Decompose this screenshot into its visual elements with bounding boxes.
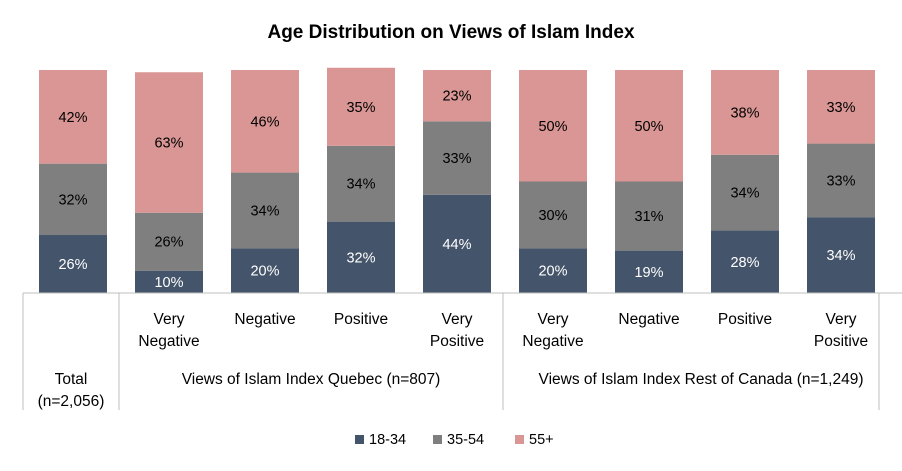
data-label-35-54-1: 26% <box>154 235 183 251</box>
chart-title: Age Distribution on Views of Islam Index <box>267 22 634 43</box>
data-label-18-34-6: 19% <box>634 265 663 281</box>
category-label-8: Positive <box>814 333 868 350</box>
data-label-55+-2: 46% <box>250 114 279 130</box>
bar-segment-55+-5 <box>519 70 587 182</box>
data-label-35-54-6: 31% <box>634 209 663 225</box>
data-label-35-54-4: 33% <box>442 151 471 167</box>
legend-label-35-54: 35-54 <box>447 432 484 448</box>
category-label-4: Positive <box>430 333 484 350</box>
bar-segment-18-34-7 <box>711 230 779 293</box>
data-label-35-54-2: 34% <box>250 203 279 219</box>
bar-segment-35-54-6 <box>615 181 683 251</box>
bar-segment-35-54-8 <box>807 143 875 218</box>
data-label-55+-5: 50% <box>538 119 567 135</box>
bar-segment-35-54-2 <box>231 172 299 249</box>
data-label-18-34-2: 20% <box>250 264 279 280</box>
data-label-35-54-7: 34% <box>730 186 759 202</box>
data-label-18-34-0: 26% <box>58 257 87 273</box>
category-label-1: Very <box>153 311 184 328</box>
bar-segment-18-34-5 <box>519 248 587 293</box>
bar-segment-55+-8 <box>807 70 875 144</box>
bar-segment-18-34-6 <box>615 250 683 293</box>
legend-swatch-35-54 <box>433 435 442 444</box>
data-label-55+-7: 38% <box>730 105 759 121</box>
legend: 18-34 35-54 55+ <box>355 432 554 448</box>
bar-segment-18-34-1 <box>135 270 203 293</box>
category-label-8: Very <box>825 311 856 328</box>
category-label-5: Negative <box>522 333 583 350</box>
bar-segment-35-54-0 <box>39 163 107 236</box>
category-label-7: Positive <box>718 311 772 328</box>
data-label-35-54-5: 30% <box>538 208 567 224</box>
bars-layer: 26% 32% 42% 10% 26% 63% 20% 34% 46% 32% 34% 35% 44% 3… <box>39 67 875 293</box>
bar-segment-18-34-0 <box>39 235 107 293</box>
category-label-3: Positive <box>334 311 388 328</box>
bar-segment-35-54-7 <box>711 154 779 231</box>
category-label-6: Negative <box>618 311 679 328</box>
data-label-55+-1: 63% <box>154 135 183 151</box>
category-label-5: Very <box>537 311 568 328</box>
data-label-18-34-3: 32% <box>346 250 375 266</box>
legend-label-55+: 55+ <box>529 432 554 448</box>
bar-segment-55+-4 <box>423 70 491 122</box>
data-label-55+-6: 50% <box>634 119 663 135</box>
bar-segment-35-54-1 <box>135 212 203 271</box>
bar-segment-55+-2 <box>231 70 299 173</box>
legend-label-18-34: 18-34 <box>369 432 406 448</box>
group-label-0: Total <box>55 371 88 388</box>
data-label-55+-4: 23% <box>442 89 471 105</box>
data-label-35-54-0: 32% <box>58 192 87 208</box>
legend-swatch-18-34 <box>355 435 364 444</box>
data-label-18-34-8: 34% <box>826 248 855 264</box>
data-label-55+-3: 35% <box>346 100 375 116</box>
category-label-4: Very <box>441 311 472 328</box>
category-label-1: Negative <box>138 333 199 350</box>
data-label-35-54-8: 33% <box>826 173 855 189</box>
category-label-2: Negative <box>234 311 295 328</box>
data-label-35-54-3: 34% <box>346 177 375 193</box>
data-label-18-34-4: 44% <box>442 237 471 253</box>
bar-segment-18-34-2 <box>231 248 299 293</box>
data-label-55+-0: 42% <box>58 110 87 126</box>
group-label-2: Views of Islam Index Rest of Canada (n=1… <box>539 371 864 388</box>
data-label-18-34-1: 10% <box>154 275 183 291</box>
bar-segment-18-34-4 <box>423 194 491 293</box>
bar-segment-18-34-3 <box>327 221 395 293</box>
data-label-18-34-5: 20% <box>538 264 567 280</box>
bar-segment-18-34-8 <box>807 217 875 293</box>
bar-segment-35-54-5 <box>519 181 587 249</box>
bar-segment-55+-0 <box>39 70 107 164</box>
bar-segment-35-54-3 <box>327 145 395 222</box>
bar-segment-35-54-4 <box>423 121 491 195</box>
bar-segment-55+-7 <box>711 70 779 155</box>
category-axis: Very Negative Negative Positive Very Positive… <box>22 292 902 410</box>
data-label-18-34-7: 28% <box>730 255 759 271</box>
data-label-55+-8: 33% <box>826 100 855 116</box>
group-label-0: (n=2,056) <box>38 393 105 410</box>
group-label-1: Views of Islam Index Quebec (n=807) <box>182 371 441 388</box>
bar-segment-55+-1 <box>135 72 203 213</box>
legend-swatch-55+ <box>515 435 524 444</box>
bar-segment-55+-3 <box>327 67 395 146</box>
bar-segment-55+-6 <box>615 70 683 182</box>
